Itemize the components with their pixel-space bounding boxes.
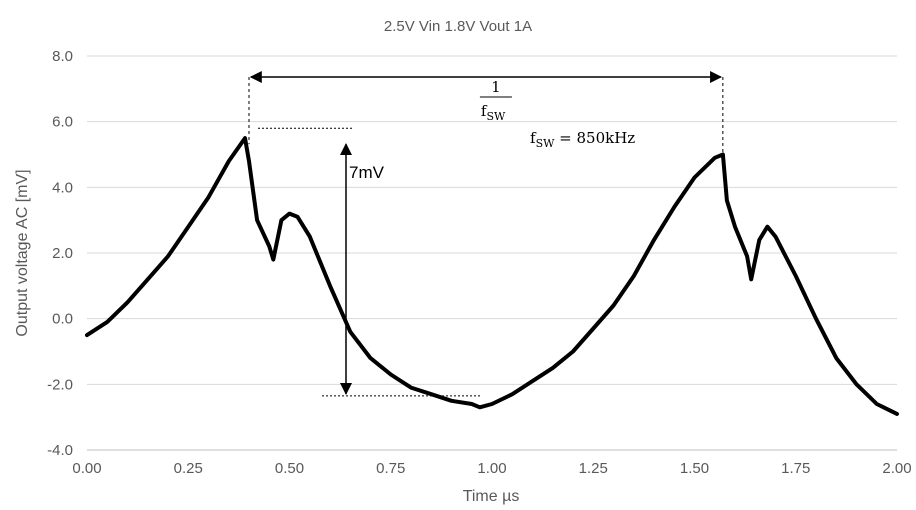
series-line bbox=[85, 136, 899, 416]
x-tick-label: 1.25 bbox=[579, 460, 608, 477]
x-tick-label: 0.25 bbox=[174, 460, 203, 477]
y-tick-label: -2.0 bbox=[47, 376, 73, 393]
y-tick-label: 4.0 bbox=[52, 179, 73, 196]
x-axis-label: Time µs bbox=[463, 488, 520, 505]
x-tick-label: 0.50 bbox=[275, 460, 304, 477]
frequency-label: fSW = 850kHz bbox=[530, 129, 635, 150]
y-tick-label: 8.0 bbox=[52, 48, 73, 65]
period-numerator: 1 bbox=[491, 78, 501, 96]
y-gridlines bbox=[87, 55, 897, 451]
x-tick-label: 0.75 bbox=[376, 460, 405, 477]
x-tick-labels: 0.00 0.25 0.50 0.75 1.00 1.25 1.50 1.75 2.00 bbox=[72, 460, 911, 477]
period-denominator: fSW bbox=[481, 102, 506, 123]
y-tick-label: 2.0 bbox=[52, 245, 73, 262]
y-tick-label: -4.0 bbox=[47, 442, 73, 459]
x-tick-label: 1.50 bbox=[680, 460, 709, 477]
x-tick-label: 1.00 bbox=[477, 460, 506, 477]
x-tick-label: 2.00 bbox=[882, 460, 911, 477]
series-group bbox=[85, 136, 899, 416]
chart-title: 2.5V Vin 1.8V Vout 1A bbox=[384, 18, 532, 35]
y-tick-labels: 8.0 6.0 4.0 2.0 0.0 -2.0 -4.0 bbox=[47, 48, 73, 459]
x-tick-label: 1.75 bbox=[781, 460, 810, 477]
y-tick-label: 0.0 bbox=[52, 311, 73, 328]
x-tick-label: 0.00 bbox=[72, 460, 101, 477]
ripple-label: 7mV bbox=[349, 163, 385, 182]
y-tick-label: 6.0 bbox=[52, 114, 73, 131]
annotations: 1 fSW fSW = 850kHz 7mV bbox=[248, 71, 724, 397]
y-axis-label: Output voltage AC [mV] bbox=[14, 169, 31, 336]
